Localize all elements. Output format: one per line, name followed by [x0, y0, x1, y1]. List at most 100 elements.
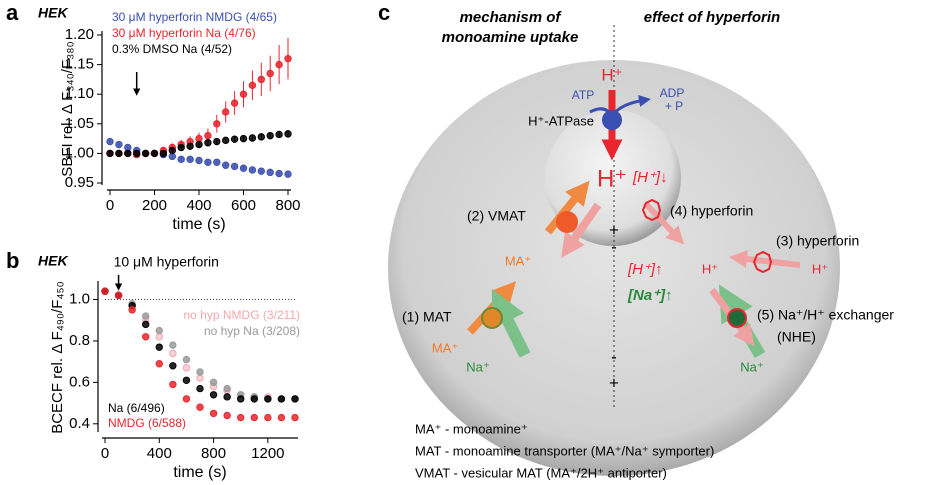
vmat-arrow: [544, 180, 590, 235]
data-point: [250, 413, 258, 422]
cell: [388, 60, 840, 476]
data-point: [223, 384, 231, 393]
vmat-proton-arrow: [561, 202, 602, 258]
data-point: [182, 376, 191, 384]
data-point: [182, 355, 191, 364]
data-point: [155, 326, 163, 335]
data-point: [248, 81, 257, 90]
diagram-label: (NHE): [777, 329, 816, 345]
data-point: [239, 90, 248, 98]
data-point: [213, 158, 221, 166]
x-tick-label: 200: [142, 197, 167, 214]
data-point: [204, 131, 212, 140]
data-point: [264, 395, 272, 403]
y-tick-label: 1.15: [65, 56, 94, 73]
footnote: MAT - monoamine transporter (MA⁺/Na⁺ sym…: [415, 443, 714, 458]
y-tick-label: 1.20: [65, 26, 94, 43]
data-point: [141, 149, 150, 158]
y-tick-label: 0.4: [69, 415, 90, 432]
data-point: [275, 60, 283, 69]
data-point: [239, 164, 248, 172]
diagram-label: H⁺: [812, 261, 828, 276]
data-point: [115, 140, 123, 149]
diagram-label: MA⁺: [432, 340, 458, 355]
data-point: [155, 360, 163, 368]
data-point: [115, 149, 123, 158]
chart-title: HEK: [38, 253, 68, 269]
data-point: [101, 287, 109, 295]
diagram-label: (4) hyperforin: [670, 203, 753, 219]
hyperforin-3: [752, 250, 773, 274]
data-point: [195, 140, 203, 149]
annotation: 10 μM hyperforin: [114, 254, 219, 270]
data-point: [106, 137, 114, 146]
diagram-label: ATP: [572, 88, 594, 102]
y-axis-label: SBFI rel. Δ F₃₄₀/F₃₈₀: [59, 41, 76, 176]
vesicle: [545, 110, 681, 246]
data-point: [277, 413, 286, 422]
diagram-label: ADP: [660, 86, 685, 100]
data-point: [169, 362, 177, 370]
data-point: [275, 130, 283, 139]
data-point: [142, 312, 150, 320]
x-tick-label: 800: [201, 445, 226, 462]
panel-label: a: [6, 0, 19, 25]
data-point: [230, 99, 239, 107]
diagram-label: (2) VMAT: [467, 208, 526, 224]
data-point: [196, 384, 204, 393]
data-point: [142, 333, 150, 341]
x-tick-label: 0: [106, 197, 114, 214]
data-point: [209, 409, 218, 418]
diagram-label: [H⁺]↑: [627, 261, 663, 278]
data-point: [257, 167, 265, 175]
data-point: [133, 149, 141, 158]
data-point: [291, 413, 299, 422]
y-tick-label: 1.00: [65, 144, 94, 161]
data-point: [155, 333, 163, 341]
data-point: [248, 134, 257, 142]
diagram-label: Na⁺: [466, 359, 489, 374]
nhe: [727, 308, 747, 328]
x-tick-label: 400: [186, 197, 211, 214]
x-tick-label: 800: [275, 197, 300, 214]
diagram-label: effect of hyperforin: [644, 9, 780, 26]
footnote: MA⁺ - monoamine⁺: [415, 421, 528, 436]
data-point: [213, 137, 221, 146]
data-point: [230, 135, 239, 143]
leak-arrow: [642, 200, 685, 245]
x-axis-label: time (s): [173, 464, 226, 481]
data-point: [266, 168, 274, 177]
x-tick-label: 0: [101, 445, 109, 462]
chart-title: HEK: [38, 5, 68, 21]
data-point: [222, 108, 230, 116]
mat-na-arrow: [491, 288, 531, 358]
hyperforin-4: [641, 198, 662, 222]
diagram-label: H⁺: [702, 261, 718, 276]
data-point: [291, 395, 299, 403]
y-tick-label: 0.8: [69, 332, 90, 349]
panel-label: c: [378, 0, 390, 25]
data-point: [182, 364, 191, 372]
data-point: [209, 391, 218, 399]
data-point: [177, 143, 185, 152]
y-axis-label: BCECF rel. Δ F₄₉₀/F₄₅₀: [49, 281, 66, 434]
data-point: [182, 395, 191, 403]
legend-entry: no hyp Na (3/208): [204, 324, 300, 338]
data-point: [237, 413, 245, 422]
data-point: [142, 320, 150, 329]
diagram-label: -: [611, 237, 617, 256]
x-tick-label: 1200: [251, 445, 284, 462]
data-point: [169, 380, 177, 389]
data-point: [177, 155, 185, 164]
data-point: [196, 374, 204, 382]
data-point: [186, 142, 194, 150]
diagram-label: +: [609, 373, 619, 392]
data-point: [266, 69, 274, 78]
data-point: [222, 161, 230, 169]
diagram-label: mechanism of: [460, 9, 563, 26]
data-point: [264, 413, 272, 422]
footnote: VMAT - vesicular MAT (MA⁺/2H⁺ antiporter…: [415, 465, 667, 480]
data-point: [114, 291, 123, 300]
legend-entry: 0.3% DMSO Na (4/52): [112, 42, 232, 56]
